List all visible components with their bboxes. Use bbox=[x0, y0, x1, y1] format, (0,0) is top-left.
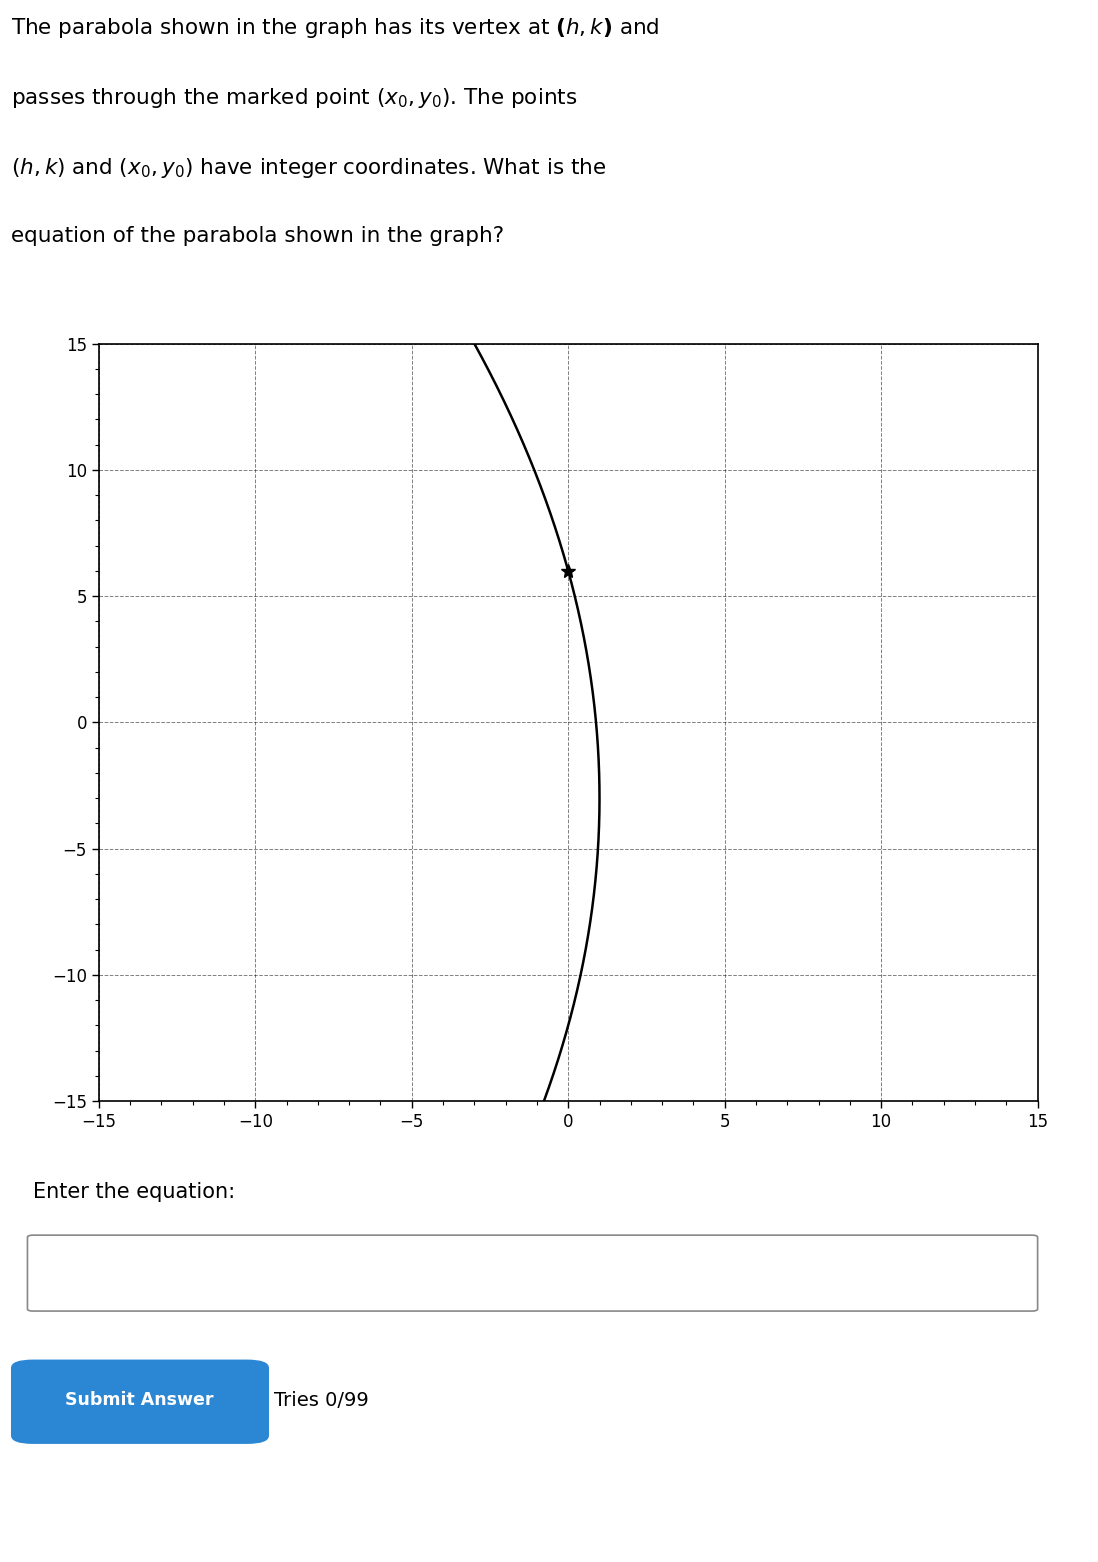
Text: Enter the equation:: Enter the equation: bbox=[33, 1182, 235, 1203]
Text: equation of the parabola shown in the graph?: equation of the parabola shown in the gr… bbox=[11, 226, 504, 245]
Text: The parabola shown in the graph has its vertex at $\mathbf{(}h,k\mathbf{)}$ and: The parabola shown in the graph has its … bbox=[11, 16, 660, 39]
FancyBboxPatch shape bbox=[11, 1359, 269, 1443]
FancyBboxPatch shape bbox=[27, 1236, 1038, 1311]
Text: Tries 0/99: Tries 0/99 bbox=[274, 1392, 369, 1410]
Text: Submit Answer: Submit Answer bbox=[65, 1392, 214, 1409]
Text: $\left(h,k\right)$ and $\left(x_0,y_0\right)$ have integer coordinates. What is : $\left(h,k\right)$ and $\left(x_0,y_0\ri… bbox=[11, 156, 606, 180]
Text: passes through the marked point $\left(x_0,y_0\right)$. The points: passes through the marked point $\left(x… bbox=[11, 86, 578, 109]
